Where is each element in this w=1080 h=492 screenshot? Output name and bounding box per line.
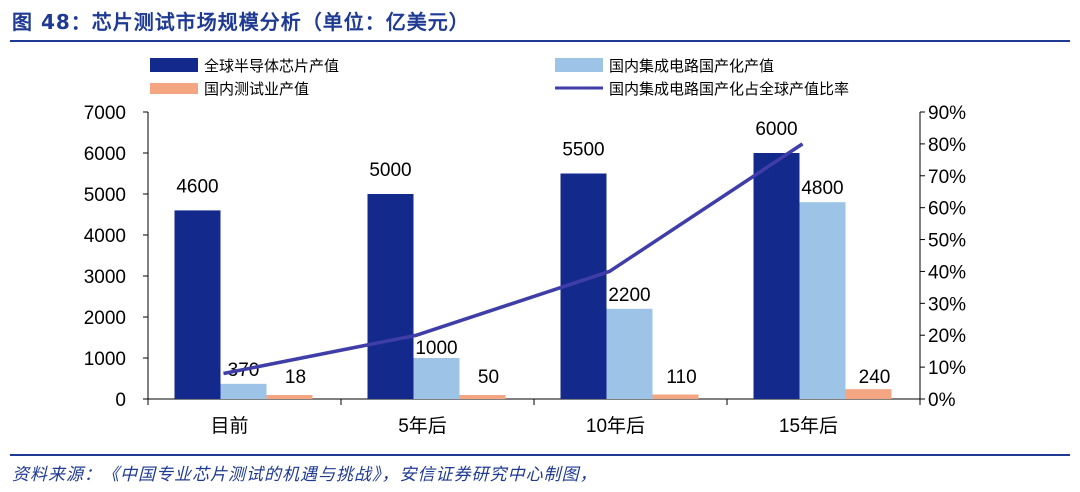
bar <box>753 153 800 399</box>
y-tick-label-right: 70% <box>928 167 966 188</box>
y-tick-label-right: 30% <box>928 294 966 315</box>
source-rule <box>10 454 1070 456</box>
y-tick-label-right: 20% <box>928 326 966 347</box>
y-tick-label-left: 4000 <box>84 226 126 247</box>
data-label: 4600 <box>176 176 218 197</box>
bar <box>367 194 414 399</box>
legend-label-global: 全球半导体芯片产值 <box>204 57 339 75</box>
data-label: 110 <box>666 367 696 388</box>
x-tick-label: 10年后 <box>586 415 645 437</box>
bar <box>606 308 653 399</box>
bar <box>174 210 221 399</box>
bar <box>220 383 267 399</box>
data-label: 1000 <box>415 338 457 359</box>
y-tick-label-right: 90% <box>928 103 966 124</box>
bar <box>459 395 506 399</box>
legend-swatch-test <box>150 83 198 94</box>
data-label: 18 <box>285 367 306 388</box>
data-label: 6000 <box>755 119 797 140</box>
data-label: 50 <box>478 367 499 388</box>
data-label: 5500 <box>562 140 604 161</box>
bar <box>799 202 846 399</box>
legend-label-test: 国内测试业产值 <box>204 81 309 98</box>
y-tick-label-right: 0% <box>928 390 956 411</box>
y-tick-label-right: 40% <box>928 262 966 283</box>
y-tick-label-right: 10% <box>928 358 966 379</box>
bar <box>413 358 460 399</box>
bar <box>845 389 892 399</box>
y-tick-label-left: 1000 <box>84 349 126 370</box>
data-label: 2200 <box>608 285 650 306</box>
source-note: 资料来源：《中国专业芯片测试的机遇与挑战》，安信证券研究中心制图， <box>12 465 598 485</box>
y-tick-label-right: 60% <box>928 199 966 220</box>
legend: 全球半导体芯片产值 国内集成电路国产化产值 国内测试业产值 国内集成电路国产化占… <box>150 57 849 98</box>
y-tick-label-left: 3000 <box>84 267 126 288</box>
title-rule <box>10 40 1070 42</box>
x-tick-label: 目前 <box>210 415 248 437</box>
y-tick-label-right: 50% <box>928 231 966 252</box>
legend-swatch-domestic-ic <box>555 58 603 72</box>
data-label: 4800 <box>801 178 843 199</box>
bar <box>266 395 313 399</box>
legend-label-ratio: 国内集成电路国产化占全球产值比率 <box>609 80 849 98</box>
x-tick-label: 5年后 <box>398 415 447 437</box>
y-tick-label-left: 6000 <box>84 144 126 165</box>
ratio-line <box>223 142 804 376</box>
y-tick-label-left: 0 <box>115 390 126 411</box>
plot-area: 0 1000 2000 3000 4000 5000 6000 7000 0% 10% 20% 30%… <box>84 103 966 437</box>
data-label: 240 <box>859 367 891 388</box>
y-tick-label-left: 2000 <box>84 308 126 329</box>
legend-swatch-global <box>150 58 198 72</box>
bar <box>652 394 699 399</box>
y-tick-label-left: 7000 <box>84 103 126 124</box>
figure-title: 图 48：芯片测试市场规模分析（单位：亿美元） <box>12 10 470 34</box>
x-tick-label: 15年后 <box>779 415 838 437</box>
y-tick-label-left: 5000 <box>84 185 126 206</box>
data-label: 5000 <box>369 160 411 181</box>
y-tick-label-right: 80% <box>928 135 966 156</box>
legend-label-domestic-ic: 国内集成电路国产化产值 <box>609 58 774 75</box>
